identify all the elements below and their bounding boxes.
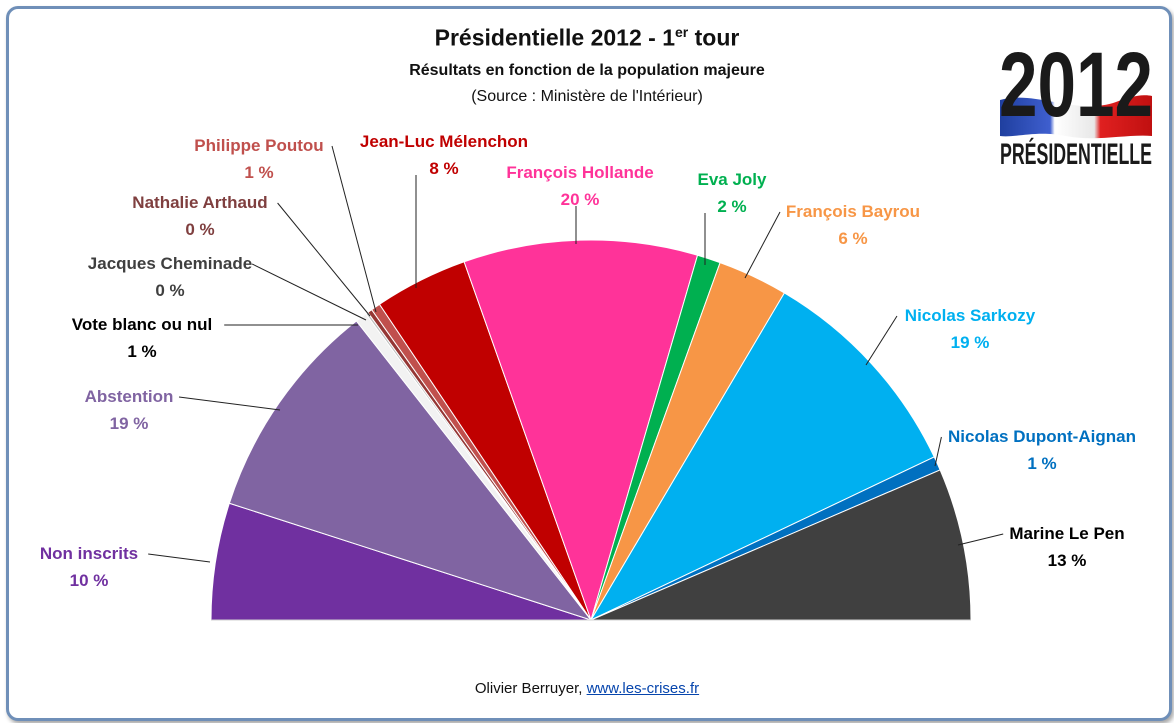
label-value-nathalie-arthaud: 0 % xyxy=(185,220,214,239)
label-value-jacques-cheminade: 0 % xyxy=(155,281,184,300)
logo-word: PRÉSIDENTIELLE xyxy=(1000,137,1152,170)
chart-subtitle: Résultats en fonction de la population m… xyxy=(409,62,765,79)
leader-line-jacques-cheminade xyxy=(251,263,367,321)
label-name-abstention: Abstention xyxy=(85,387,174,406)
leader-line-philippe-poutou xyxy=(331,145,377,313)
label-value-jean-luc-melenchon: 8 % xyxy=(429,159,458,178)
leader-line-non-inscrits xyxy=(148,553,211,563)
label-name-jean-luc-melenchon: Jean-Luc Mélenchon xyxy=(360,132,528,151)
footer-credit: Olivier Berruyer, www.les-crises.fr xyxy=(0,680,1174,697)
chart-source: (Source : Ministère de l'Intérieur) xyxy=(471,88,703,105)
label-name-vote-blanc-ou-nul: Vote blanc ou nul xyxy=(72,315,212,334)
presidentielle-2012-logo: 2012 PRÉSIDENTIELLE xyxy=(999,34,1153,170)
slice-francois-hollande xyxy=(463,239,699,622)
label-name-francois-bayrou: François Bayrou xyxy=(786,202,920,221)
page-title: Présidentielle 2012 - 1er tour xyxy=(434,24,740,51)
label-name-nicolas-dupont-aignan: Nicolas Dupont-Aignan xyxy=(948,427,1136,446)
leader-line-nicolas-dupont-aignan xyxy=(934,436,942,467)
leader-line-nathalie-arthaud xyxy=(277,202,371,317)
leader-line-nicolas-sarkozy xyxy=(865,315,898,366)
footer-author: Olivier Berruyer, xyxy=(474,680,587,697)
label-value-philippe-poutou: 1 % xyxy=(244,163,273,182)
label-value-nicolas-sarkozy: 19 % xyxy=(951,333,990,352)
title-superscript: er xyxy=(675,24,689,40)
label-name-non-inscrits: Non inscrits xyxy=(40,544,138,563)
title-end: tour xyxy=(688,24,740,51)
label-name-nathalie-arthaud: Nathalie Arthaud xyxy=(132,193,267,212)
label-value-francois-hollande: 20 % xyxy=(561,190,600,209)
label-name-philippe-poutou: Philippe Poutou xyxy=(194,136,323,155)
leader-line-marine-le-pen xyxy=(957,533,1004,546)
leader-line-abstention xyxy=(178,396,281,411)
label-value-eva-joly: 2 % xyxy=(717,197,746,216)
leader-line-francois-bayrou xyxy=(744,211,781,279)
footer-link[interactable]: www.les-crises.fr xyxy=(586,680,700,697)
label-value-non-inscrits: 10 % xyxy=(70,571,109,590)
label-value-francois-bayrou: 6 % xyxy=(838,229,867,248)
label-name-nicolas-sarkozy: Nicolas Sarkozy xyxy=(905,306,1036,325)
label-name-marine-le-pen: Marine Le Pen xyxy=(1009,524,1124,543)
logo-year: 2012 xyxy=(999,34,1153,136)
slice-abstention xyxy=(228,320,593,621)
label-name-eva-joly: Eva Joly xyxy=(698,170,768,189)
label-value-vote-blanc-ou-nul: 1 % xyxy=(127,342,156,361)
label-name-francois-hollande: François Hollande xyxy=(506,163,653,182)
label-name-jacques-cheminade: Jacques Cheminade xyxy=(88,254,252,273)
slice-nicolas-sarkozy xyxy=(589,292,935,622)
label-value-abstention: 19 % xyxy=(110,414,149,433)
label-value-nicolas-dupont-aignan: 1 % xyxy=(1027,454,1056,473)
label-value-marine-le-pen: 13 % xyxy=(1048,551,1087,570)
